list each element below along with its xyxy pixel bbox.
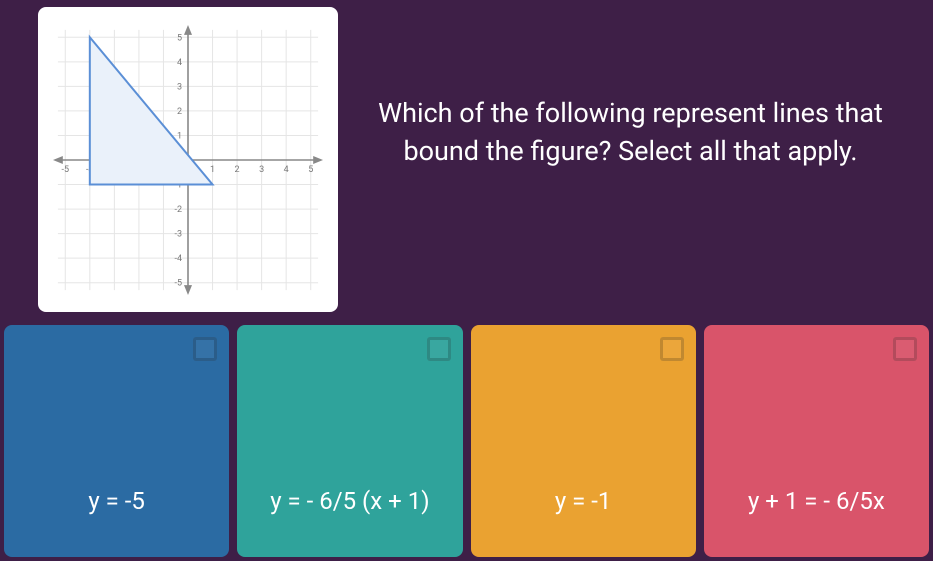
question-area: -5-4-3-2-112345-5-4-3-2-112345 Which of … — [0, 0, 933, 312]
svg-text:2: 2 — [177, 106, 182, 116]
question-text: Which of the following represent lines t… — [338, 0, 933, 171]
svg-text:-2: -2 — [174, 205, 182, 215]
svg-text:4: 4 — [177, 57, 182, 67]
answer-label-2: y = -1 — [547, 487, 620, 515]
svg-text:3: 3 — [177, 82, 182, 92]
answer-card-1[interactable]: y = - 6/5 (x + 1) — [237, 325, 462, 557]
answer-checkbox-2[interactable] — [660, 337, 684, 361]
svg-text:3: 3 — [259, 165, 264, 175]
svg-text:5: 5 — [308, 165, 313, 175]
answer-label-0: y = -5 — [80, 487, 153, 515]
answer-checkbox-0[interactable] — [193, 337, 217, 361]
svg-text:1: 1 — [210, 165, 215, 175]
svg-text:-5: -5 — [61, 165, 69, 175]
answer-checkbox-3[interactable] — [893, 337, 917, 361]
svg-text:1: 1 — [177, 131, 182, 141]
answer-checkbox-1[interactable] — [427, 337, 451, 361]
svg-text:4: 4 — [284, 165, 289, 175]
answer-card-2[interactable]: y = -1 — [471, 325, 696, 557]
svg-text:5: 5 — [177, 33, 182, 43]
answer-card-3[interactable]: y + 1 = - 6/5x — [704, 325, 929, 557]
svg-text:-5: -5 — [174, 278, 182, 288]
answer-options: y = -5 y = - 6/5 (x + 1) y = -1 y + 1 = - 6… — [0, 312, 933, 557]
answer-label-3: y + 1 = - 6/5x — [740, 487, 893, 515]
answer-label-1: y = - 6/5 (x + 1) — [262, 487, 437, 515]
svg-text:2: 2 — [235, 165, 240, 175]
answer-card-0[interactable]: y = -5 — [4, 325, 229, 557]
coordinate-graph: -5-4-3-2-112345-5-4-3-2-112345 — [53, 25, 323, 295]
svg-text:-3: -3 — [174, 229, 182, 239]
svg-text:-4: -4 — [174, 254, 182, 264]
graph-panel: -5-4-3-2-112345-5-4-3-2-112345 — [38, 7, 338, 312]
